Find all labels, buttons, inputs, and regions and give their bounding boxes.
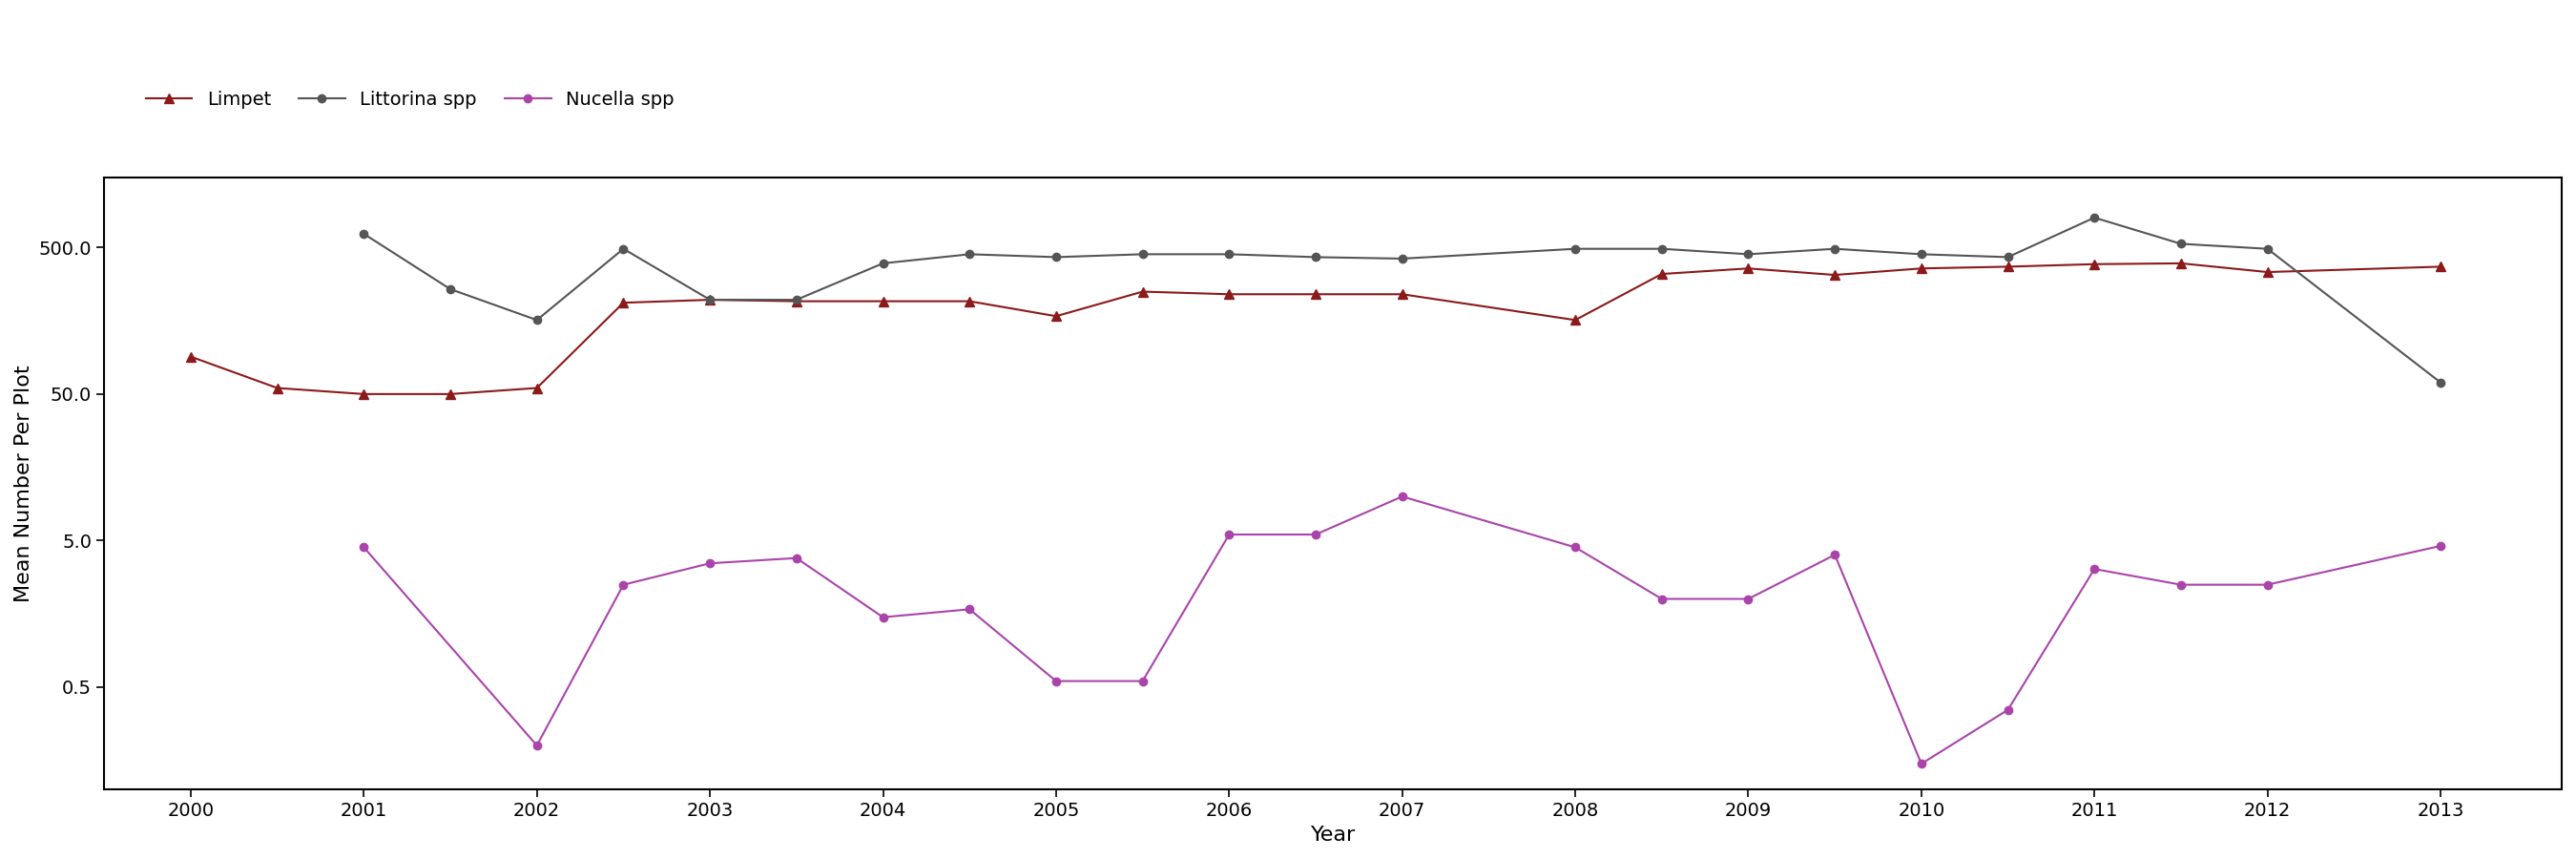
Limpet — [1213, 289, 1244, 300]
Nucella spp — [520, 740, 551, 751]
Nucella spp — [1386, 491, 1417, 502]
Nucella spp — [2079, 564, 2110, 574]
Nucella spp — [1819, 550, 1850, 560]
Nucella spp — [781, 553, 811, 564]
Littorina spp — [1041, 252, 1072, 262]
Littorina spp — [1734, 249, 1765, 259]
Limpet — [1734, 263, 1765, 273]
Limpet — [696, 295, 726, 305]
Nucella spp — [1213, 529, 1244, 539]
Nucella spp — [1734, 594, 1765, 604]
Nucella spp — [348, 542, 379, 552]
Littorina spp — [2424, 377, 2455, 387]
Limpet — [1561, 315, 1592, 326]
Line: Limpet: Limpet — [185, 259, 2445, 399]
Limpet — [1386, 289, 1417, 300]
Nucella spp — [696, 558, 726, 569]
Limpet — [1646, 269, 1677, 279]
Littorina spp — [2079, 212, 2110, 222]
Nucella spp — [868, 612, 899, 623]
Nucella spp — [1561, 542, 1592, 552]
Limpet — [1819, 270, 1850, 280]
Limpet — [263, 383, 294, 393]
Littorina spp — [2166, 239, 2197, 249]
Littorina spp — [1991, 252, 2022, 262]
Limpet — [1128, 287, 1159, 297]
Nucella spp — [1128, 676, 1159, 686]
Nucella spp — [1906, 758, 1937, 769]
Nucella spp — [1646, 594, 1677, 604]
Littorina spp — [696, 295, 726, 305]
Limpet — [1301, 289, 1332, 300]
Nucella spp — [2166, 580, 2197, 590]
Littorina spp — [435, 284, 466, 295]
Nucella spp — [1991, 704, 2022, 715]
Nucella spp — [2251, 580, 2282, 590]
Littorina spp — [1646, 244, 1677, 254]
Littorina spp — [348, 228, 379, 239]
Limpet — [175, 351, 206, 362]
Littorina spp — [953, 249, 984, 259]
Limpet — [2424, 261, 2455, 271]
Littorina spp — [1386, 253, 1417, 264]
Littorina spp — [2251, 244, 2282, 254]
Littorina spp — [1561, 244, 1592, 254]
Limpet — [1906, 263, 1937, 273]
Nucella spp — [1041, 676, 1072, 686]
X-axis label: Year: Year — [1311, 825, 1355, 844]
Littorina spp — [1301, 252, 1332, 262]
Limpet — [1041, 311, 1072, 321]
Nucella spp — [953, 604, 984, 614]
Limpet — [1991, 261, 2022, 271]
Littorina spp — [868, 259, 899, 269]
Limpet — [608, 297, 639, 308]
Limpet — [2079, 259, 2110, 270]
Littorina spp — [1128, 249, 1159, 259]
Line: Littorina spp: Littorina spp — [361, 214, 2445, 387]
Limpet — [781, 296, 811, 307]
Nucella spp — [1301, 529, 1332, 539]
Nucella spp — [2424, 541, 2455, 551]
Littorina spp — [608, 244, 639, 254]
Limpet — [953, 296, 984, 307]
Littorina spp — [1906, 249, 1937, 259]
Littorina spp — [1213, 249, 1244, 259]
Littorina spp — [781, 295, 811, 305]
Littorina spp — [1819, 244, 1850, 254]
Nucella spp — [608, 580, 639, 590]
Limpet — [435, 389, 466, 399]
Y-axis label: Mean Number Per Plot: Mean Number Per Plot — [15, 365, 33, 602]
Limpet — [520, 383, 551, 393]
Limpet — [868, 296, 899, 307]
Littorina spp — [520, 315, 551, 326]
Limpet — [2251, 267, 2282, 277]
Legend: Limpet, Littorina spp, Nucella spp: Limpet, Littorina spp, Nucella spp — [139, 82, 683, 116]
Limpet — [2166, 259, 2197, 269]
Line: Nucella spp: Nucella spp — [361, 492, 2445, 768]
Limpet — [348, 389, 379, 399]
